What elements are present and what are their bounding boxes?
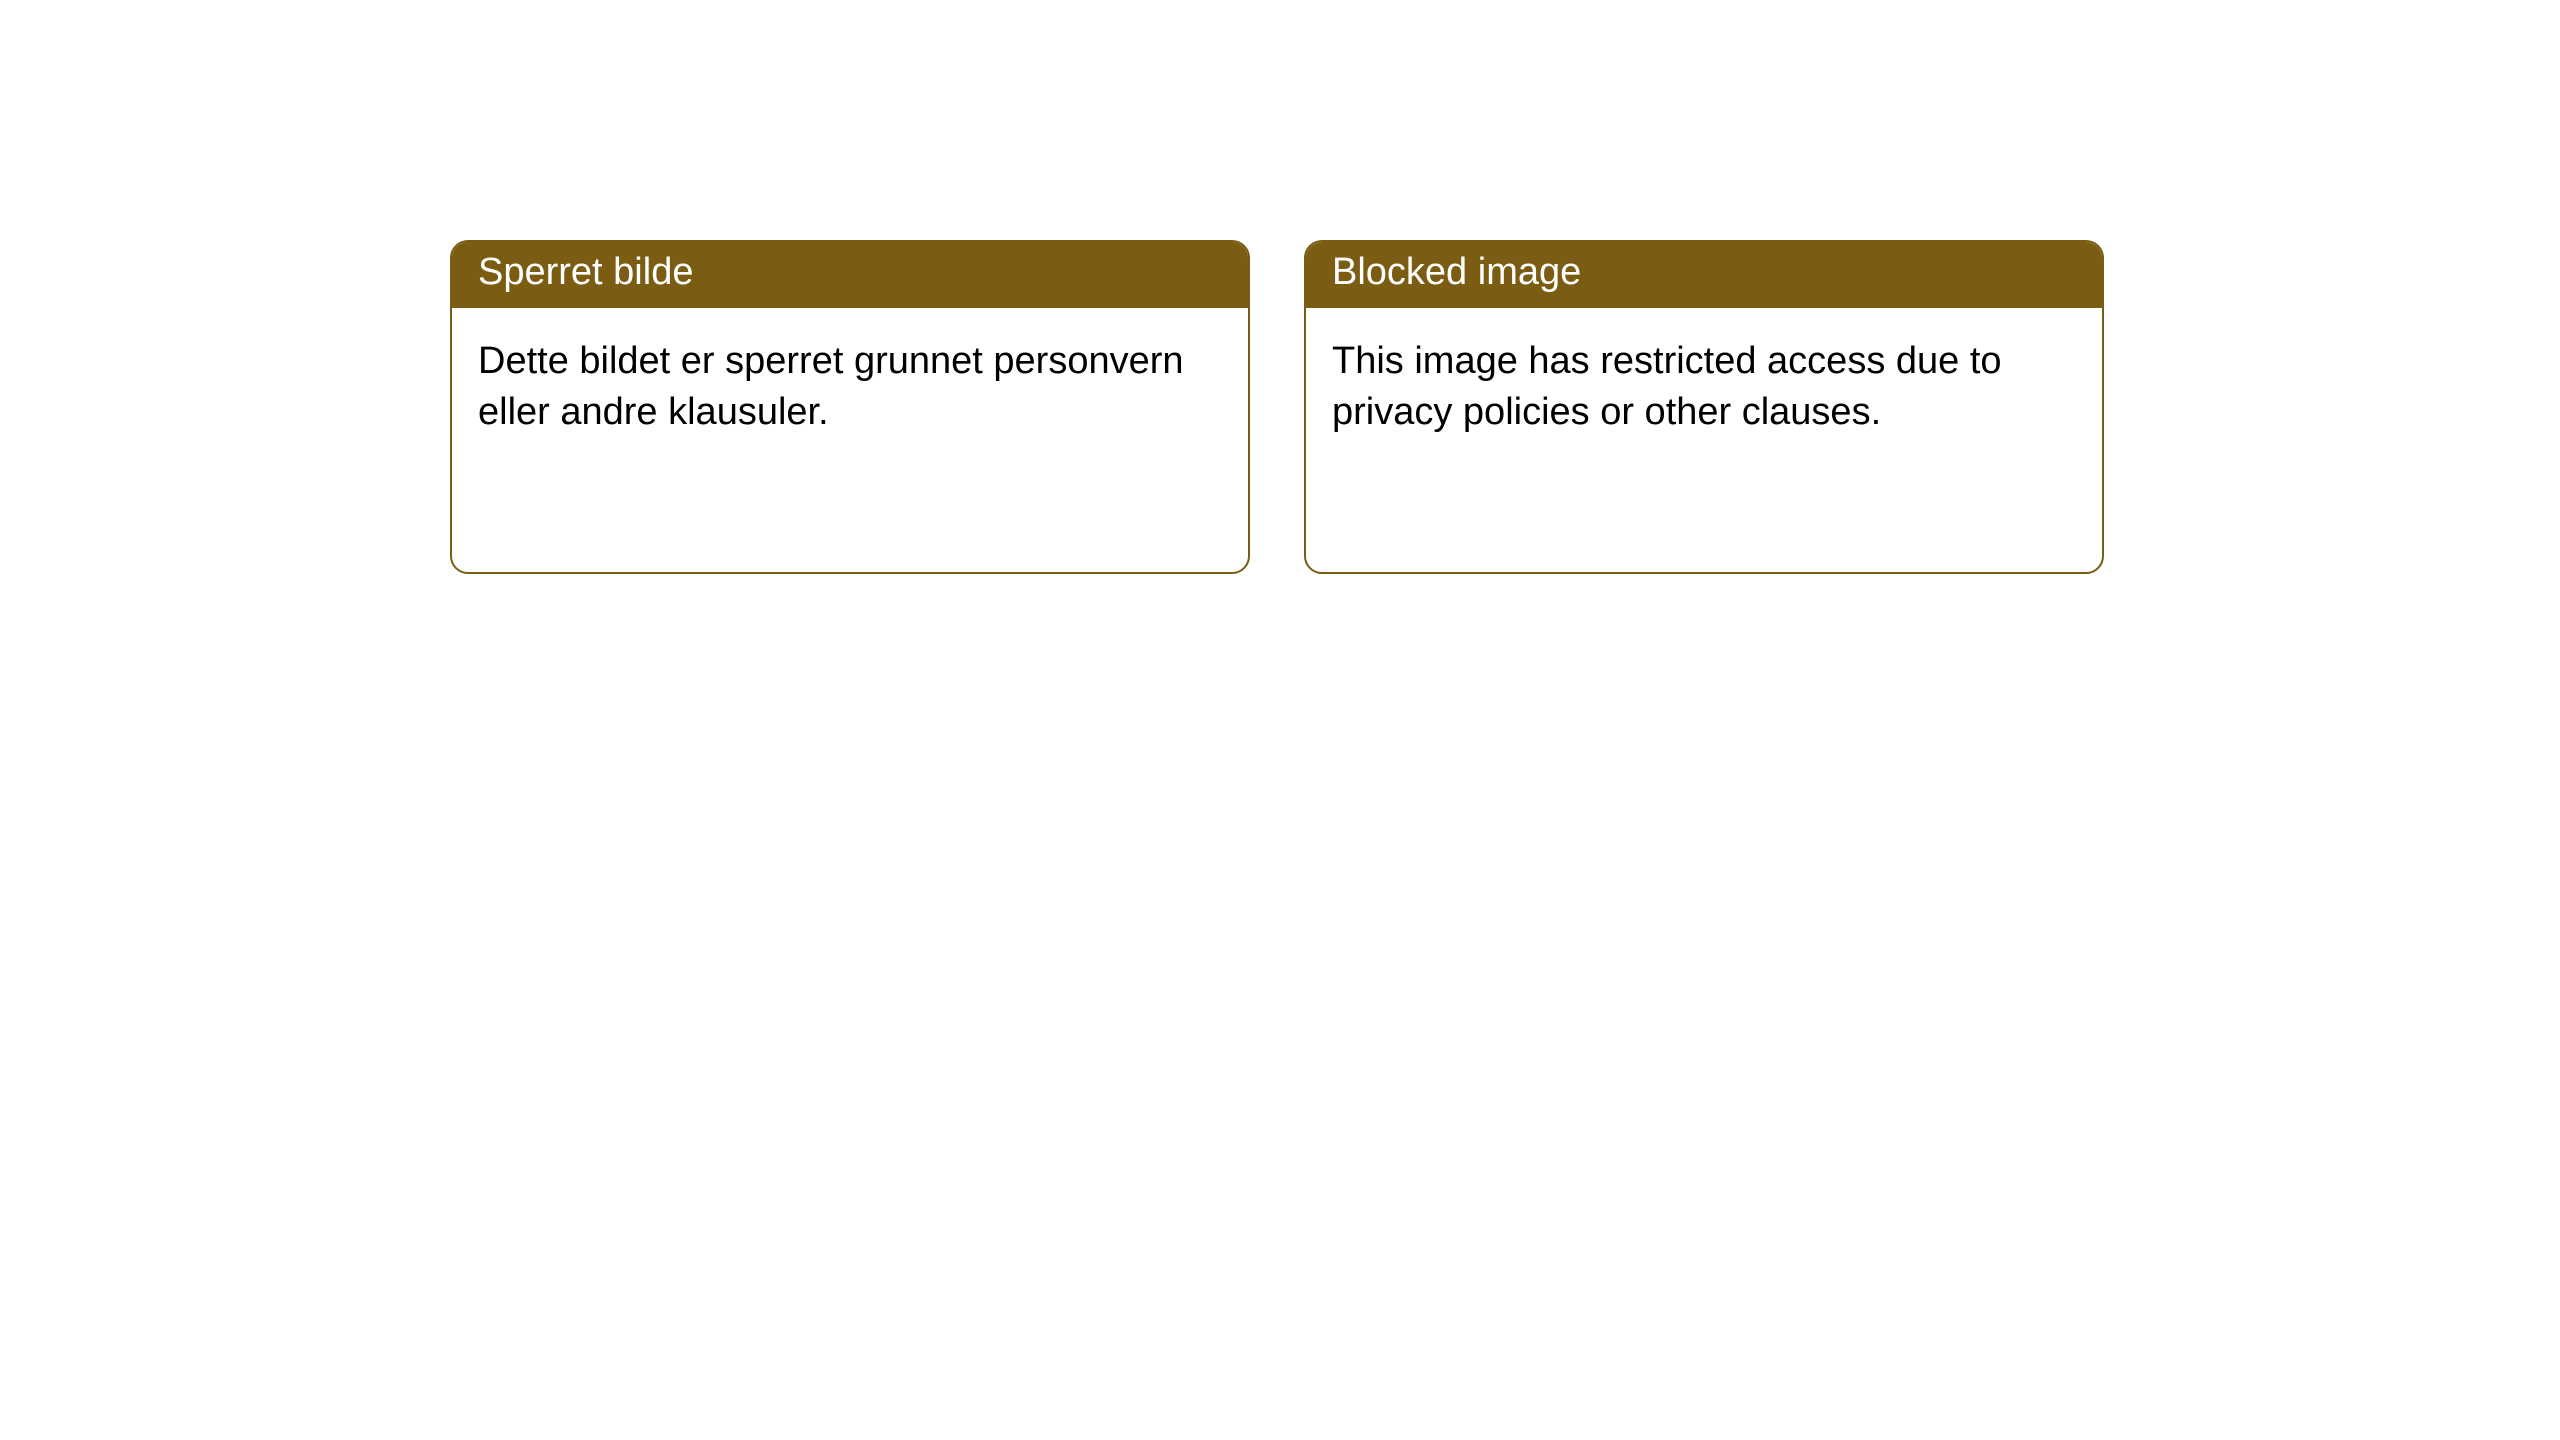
notice-card-english: Blocked image This image has restricted … <box>1304 240 2104 574</box>
notice-card-norwegian: Sperret bilde Dette bildet er sperret gr… <box>450 240 1250 574</box>
card-header-english: Blocked image <box>1306 242 2102 308</box>
notice-card-container: Sperret bilde Dette bildet er sperret gr… <box>0 0 2560 574</box>
card-header-norwegian: Sperret bilde <box>452 242 1248 308</box>
card-body-norwegian: Dette bildet er sperret grunnet personve… <box>452 308 1248 467</box>
card-body-english: This image has restricted access due to … <box>1306 308 2102 467</box>
